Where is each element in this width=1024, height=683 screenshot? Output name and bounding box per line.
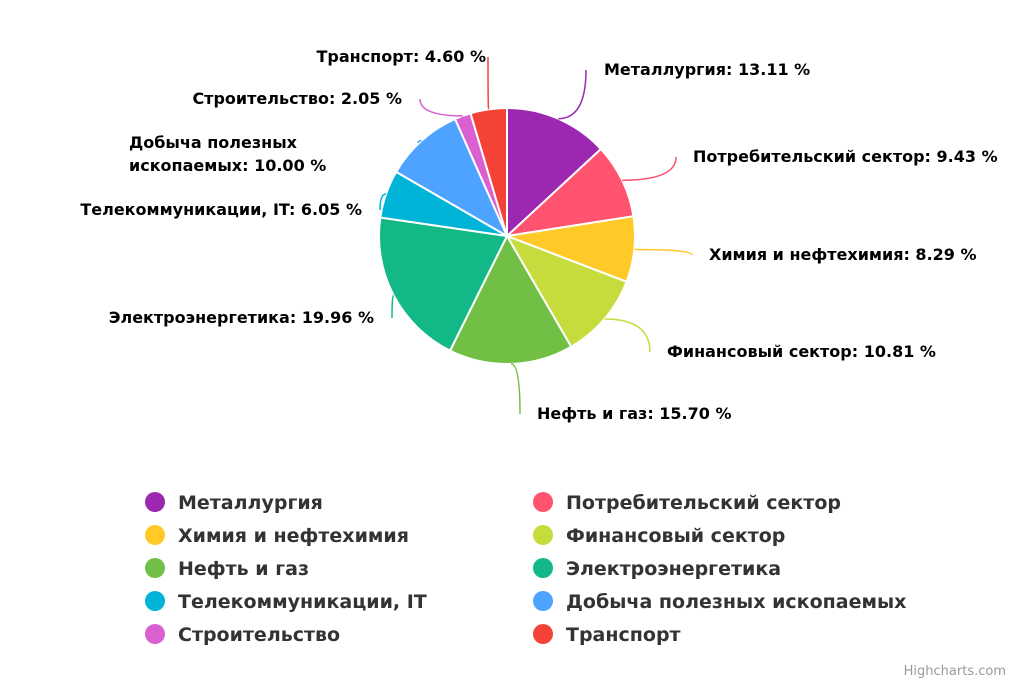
legend-symbol	[145, 558, 165, 578]
legend: Металлургия Потребительский сектор Химия и…	[145, 492, 906, 646]
data-label: Химия и нефтехимия: 8.29 %	[709, 245, 977, 264]
legend-label: Добыча полезных ископаемых	[566, 591, 906, 613]
legend-item[interactable]: Электроэнергетика	[533, 558, 781, 580]
legend-symbol	[533, 525, 553, 545]
legend-symbol	[145, 492, 165, 512]
legend-item[interactable]: Нефть и газ	[145, 558, 309, 580]
label-connector	[634, 248, 693, 256]
credits-link[interactable]: Highcharts.com	[904, 664, 1006, 679]
label-connector	[391, 294, 395, 319]
pie-slices	[377, 106, 636, 365]
legend-item[interactable]: Телекоммуникации, IT	[145, 591, 427, 613]
legend-symbol	[533, 591, 553, 611]
legend-label: Нефть и газ	[178, 558, 309, 580]
label-connectors	[379, 56, 693, 415]
legend-label: Финансовый сектор	[566, 525, 785, 547]
legend-item[interactable]: Потребительский сектор	[533, 492, 841, 514]
label-connector	[604, 318, 651, 353]
legend-symbol	[145, 624, 165, 644]
pie-slice[interactable]	[377, 216, 509, 352]
legend-item[interactable]: Химия и нефтехимия	[145, 525, 409, 547]
data-label: Потребительский сектор: 9.43 %	[693, 147, 998, 166]
data-label: Транспорт: 4.60 %	[316, 47, 486, 66]
legend-label: Металлургия	[178, 492, 323, 514]
legend-item[interactable]: Добыча полезных ископаемых	[533, 591, 906, 613]
label-connector	[510, 363, 521, 415]
legend-label: Потребительский сектор	[566, 492, 841, 514]
legend-symbol	[145, 591, 165, 611]
data-label: Нефть и газ: 15.70 %	[537, 404, 732, 423]
data-label: Металлургия: 13.11 %	[604, 60, 810, 79]
legend-symbol	[533, 558, 553, 578]
pie-slice[interactable]	[503, 147, 635, 238]
data-label: Электроэнергетика: 19.96 %	[109, 308, 374, 327]
pie-slice[interactable]	[394, 117, 510, 239]
legend-symbol	[533, 492, 553, 512]
legend-item[interactable]: Финансовый сектор	[533, 525, 785, 547]
legend-label: Электроэнергетика	[566, 558, 781, 580]
label-connector	[379, 193, 387, 211]
legend-label: Транспорт	[566, 624, 681, 646]
legend-symbol	[145, 525, 165, 545]
legend-item[interactable]: Металлургия	[145, 492, 323, 514]
label-connector	[417, 140, 422, 144]
data-label: Строительство: 2.05 %	[192, 89, 402, 108]
legend-item[interactable]: Строительство	[145, 624, 340, 646]
label-connector	[487, 56, 490, 111]
legend-label: Химия и нефтехимия	[178, 525, 409, 547]
label-connector	[622, 156, 677, 181]
data-labels: Металлургия: 13.11 % Потребительский сект…	[80, 47, 997, 423]
legend-symbol	[533, 624, 553, 644]
data-label: Добыча полезных ископаемых: 10.00 %	[129, 133, 326, 175]
data-label: Телекоммуникации, IT: 6.05 %	[80, 200, 362, 219]
data-label: Финансовый сектор: 10.81 %	[667, 342, 936, 361]
legend-label: Телекоммуникации, IT	[178, 591, 427, 613]
label-connector	[419, 98, 463, 117]
legend-item[interactable]: Транспорт	[533, 624, 681, 646]
legend-label: Строительство	[178, 624, 340, 646]
label-connector	[558, 69, 587, 120]
